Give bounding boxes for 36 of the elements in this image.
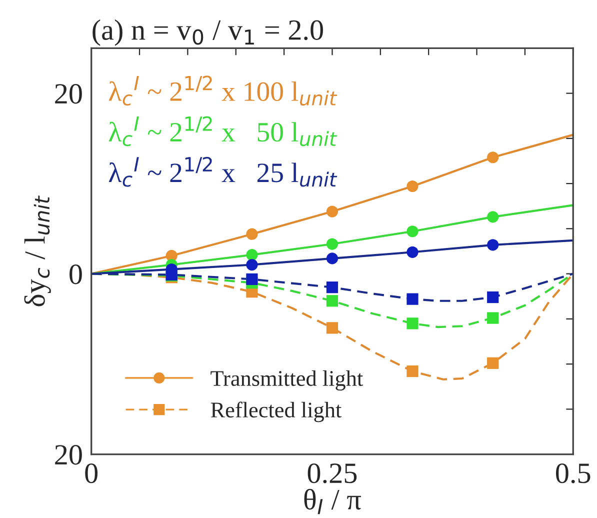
point <box>406 365 418 378</box>
point <box>406 318 418 330</box>
point <box>326 252 338 264</box>
point <box>487 152 499 164</box>
point <box>326 206 338 218</box>
point <box>246 273 258 286</box>
point <box>487 357 499 369</box>
legend-label: Transmitted light <box>210 370 364 391</box>
x-tick-label: 0.5 <box>556 463 590 484</box>
annotation: λ$_{c}$$^{I}$ ~ 2$^{1/2}$ x 25 l$_{unit}$ <box>108 156 338 187</box>
y-tick-label: 20 <box>55 84 82 104</box>
point <box>326 295 338 307</box>
point <box>246 258 258 271</box>
point <box>487 239 499 251</box>
point <box>406 226 418 238</box>
annotation: λ$_{c}$$^{I}$ ~ 2$^{1/2}$ x 50 l$_{unit}$ <box>108 116 338 146</box>
chart-title: (a) n = v$_{0}$ / v$_{1}$ = 2.0 <box>92 19 323 46</box>
point <box>326 282 338 294</box>
point <box>326 322 338 334</box>
point <box>406 293 418 305</box>
legend-label: Reflected light <box>210 402 342 422</box>
x-tick-label: 0.25 <box>308 463 357 484</box>
point <box>326 238 338 250</box>
y-axis-title: δy$_{c}$ / l$_{unit}$ <box>24 195 51 306</box>
point <box>246 228 258 240</box>
y-tick-label: 0 <box>70 264 82 284</box>
annotation: λ$_{c}$$^{I}$ ~ 2$^{1/2}$ x 100 l$_{unit}$ <box>108 76 338 106</box>
point <box>406 246 418 258</box>
y-tick-label: 20 <box>55 445 82 465</box>
point <box>487 291 499 304</box>
point <box>487 211 499 223</box>
point <box>246 249 258 261</box>
point <box>406 180 418 192</box>
x-axis-title: θ$_{I}$ / π <box>304 488 361 514</box>
point <box>487 312 499 324</box>
x-tick-label: 0 <box>85 463 98 484</box>
